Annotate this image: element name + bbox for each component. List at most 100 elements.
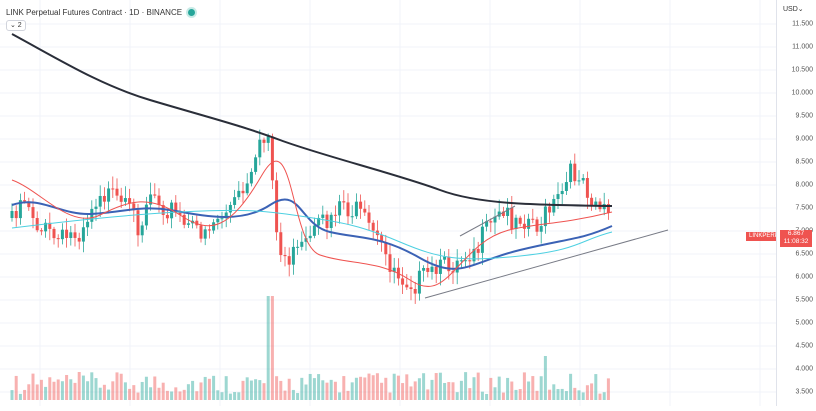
volume-bar [384,377,388,400]
volume-bar [417,378,421,400]
volume-bar [388,392,392,400]
candle-body [543,206,547,227]
candle-body [128,198,132,204]
volume-bar [342,376,346,400]
candle-body [585,178,589,198]
volume-bar [283,390,287,400]
volume-bar [73,382,77,400]
price-tick-label: 6.500 [795,250,813,258]
volume-bar [212,375,216,400]
candle-body [69,232,73,238]
volume-bar [153,376,157,400]
volume-bar [258,380,262,400]
candle-body [359,201,363,209]
candle-body [606,204,610,214]
volume-bar [480,391,484,400]
candle-body [417,270,421,294]
market-status-icon [188,9,196,16]
chart-canvas[interactable]: LINK Perpetual Futures Contract · 1D · B… [0,0,782,406]
volume-bar [392,373,396,400]
candle-body [216,218,220,223]
indicator-toggle-button[interactable]: ⌄ 2 [6,20,26,31]
candle-body [123,198,127,202]
volume-bar [375,373,379,400]
candle-body [317,217,321,226]
candle-body [31,207,35,219]
volume-bar [527,381,531,400]
volume-bar [39,379,43,400]
candle-body [476,248,480,253]
volume-bar [31,373,35,400]
candle-body [52,228,56,239]
price-tick-label: 7.500 [795,204,813,212]
volume-bar [165,390,169,400]
volume-bar [367,373,371,400]
price-tick-label: 4.500 [795,342,813,350]
volume-bar [371,375,375,400]
volume-bar [296,393,300,400]
candle-body [27,201,31,208]
volume-bar [199,382,203,400]
volume-bar [186,384,190,400]
volume-bar [590,383,594,400]
candle-body [371,222,375,231]
chart-title: LINK Perpetual Futures Contract · 1D · B… [6,8,183,17]
volume-bar [44,386,48,400]
volume-bar [69,379,73,400]
volume-bar [178,391,182,400]
candle-body [140,225,144,236]
candle-body [354,201,358,217]
candle-body [90,208,94,222]
volume-bar [220,392,224,400]
volume-bar [338,392,342,400]
volume-bar [476,372,480,400]
volume-bar [90,372,94,400]
candle-body [384,242,388,255]
resistance-trendline [459,205,516,237]
volume-bar [455,392,459,400]
volume-bar [107,389,111,400]
candle-body [262,139,266,143]
volume-bar [291,389,295,400]
volume-bar [514,389,518,400]
candle-body [468,260,472,262]
candle-body [401,278,405,285]
volume-bar [312,378,316,400]
price-tick-label: 8.500 [795,158,813,166]
candle-body [472,248,476,262]
volume-bar [577,390,581,400]
volume-bar [94,378,98,400]
volume-bar [14,375,18,400]
price-tick-label: 6.000 [795,273,813,281]
price-axis[interactable]: USD⌄ 11.500 11.000 10.500 10.000 9.500 9.000 8… [776,0,816,406]
volume-bar [48,377,52,400]
volume-bar [573,387,577,400]
candle-body [149,194,153,205]
candle-body [279,232,283,256]
volume-bar [98,387,102,400]
candle-body [275,180,279,233]
candle-body [44,222,48,232]
volume-bar [233,392,237,400]
currency-selector[interactable]: USD⌄ [783,6,804,13]
volume-bar [65,374,69,400]
candle-body [426,267,430,272]
volume-bar [241,380,245,400]
candle-body [220,218,224,220]
volume-bar [468,388,472,400]
chart-svg[interactable] [0,0,776,406]
volume-bar [304,384,308,400]
candle-body [287,256,291,265]
volume-bar [262,383,266,400]
candle-body [413,289,417,294]
volume-bar [325,382,329,400]
volume-bar [426,389,430,400]
volume-bar [81,375,85,400]
candle-body [153,194,157,196]
candle-body [48,222,52,229]
candle-body [367,212,371,223]
volume-bar [86,381,90,400]
candle-body [304,238,308,242]
volume-bar [170,391,174,400]
symbol-badge: LINKPERP [746,232,782,241]
